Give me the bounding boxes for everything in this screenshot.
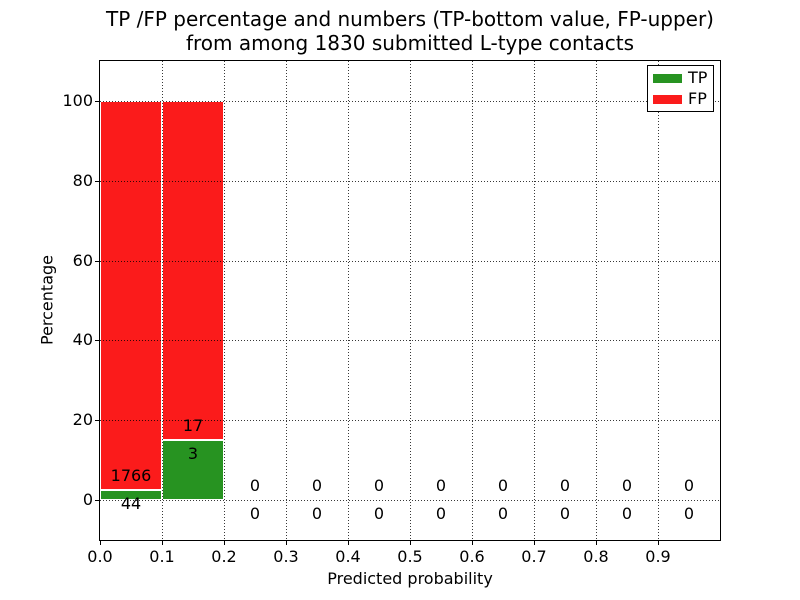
y-tick-mark xyxy=(95,500,100,502)
x-tick-label: 0.8 xyxy=(583,547,609,566)
x-tick-mark xyxy=(472,540,473,545)
grid-line-vertical xyxy=(596,61,597,540)
x-tick-mark xyxy=(286,540,287,545)
tp-count-label: 44 xyxy=(120,494,142,514)
x-axis-label: Predicted probability xyxy=(327,569,493,588)
grid-line-vertical xyxy=(348,61,349,540)
grid-line-vertical xyxy=(472,61,473,540)
x-tick-label: 0.9 xyxy=(645,547,671,566)
fp-count-label: 0 xyxy=(373,476,385,496)
x-tick-label: 0.0 xyxy=(87,547,113,566)
grid-line-vertical xyxy=(534,61,535,540)
y-tick-label: 60 xyxy=(72,250,93,270)
fp-count-label: 0 xyxy=(311,476,323,496)
plot-area: TP FP 0.0 0.1 0.2 0.3 0.4 0.5 0.6 0.7 0.8 0.9 0 20 4… xyxy=(62,60,721,566)
x-tick-mark xyxy=(348,540,349,545)
y-tick-mark xyxy=(95,180,100,182)
x-tick-label: 0.3 xyxy=(273,547,299,566)
tp-count-label: 0 xyxy=(559,504,571,524)
y-tick-label: 40 xyxy=(72,330,93,350)
tp-legend-swatch xyxy=(653,73,682,83)
x-tick-label: 0.7 xyxy=(521,547,547,566)
grid-line-vertical xyxy=(224,61,225,540)
x-tick-label: 0.2 xyxy=(211,547,237,566)
x-tick-mark xyxy=(410,540,411,545)
y-tick-mark xyxy=(95,100,100,102)
y-tick-mark xyxy=(95,420,100,422)
bar-fp-segment xyxy=(162,100,224,441)
fp-legend-label: FP xyxy=(688,89,707,108)
y-tick-label: 80 xyxy=(72,170,93,190)
fp-count-label: 0 xyxy=(249,476,261,496)
fp-count-label: 1766 xyxy=(110,466,152,486)
fp-count-label: 0 xyxy=(683,476,695,496)
x-tick-mark xyxy=(658,540,659,545)
y-tick-mark xyxy=(95,260,100,262)
tp-count-label: 0 xyxy=(497,504,509,524)
x-tick-mark xyxy=(534,540,535,545)
tp-count-label: 0 xyxy=(435,504,447,524)
fp-count-label: 0 xyxy=(497,476,509,496)
chart-title-line2: from among 1830 submitted L-type contact… xyxy=(185,31,635,55)
tp-count-label: 0 xyxy=(373,504,385,524)
tp-count-label: 0 xyxy=(683,504,695,524)
x-tick-label: 0.6 xyxy=(459,547,485,566)
x-tick-mark xyxy=(100,540,101,545)
legend-item-fp: FP xyxy=(653,91,713,107)
bar-fp-segment xyxy=(100,100,162,491)
chart-title: TP /FP percentage and numbers (TP-bottom… xyxy=(100,7,720,55)
x-tick-mark xyxy=(596,540,597,545)
x-tick-label: 0.5 xyxy=(397,547,423,566)
y-tick-label: 20 xyxy=(72,410,93,430)
x-tick-label: 0.4 xyxy=(335,547,361,566)
x-tick-mark xyxy=(162,540,163,545)
fp-legend-swatch xyxy=(653,94,682,104)
y-tick-label: 100 xyxy=(62,90,93,110)
bar-tp-segment xyxy=(100,490,162,501)
fp-count-label: 0 xyxy=(621,476,633,496)
grid-line-horizontal xyxy=(100,500,720,502)
tp-count-label: 0 xyxy=(249,504,261,524)
fp-count-label: 0 xyxy=(435,476,447,496)
bar-tp-segment xyxy=(162,440,224,501)
tp-count-label: 0 xyxy=(621,504,633,524)
grid-line-vertical xyxy=(410,61,411,540)
grid-line-vertical xyxy=(658,61,659,540)
x-tick-label: 0.1 xyxy=(149,547,175,566)
fp-count-label: 0 xyxy=(559,476,571,496)
tp-count-label: 3 xyxy=(187,444,199,464)
tp-count-label: 0 xyxy=(311,504,323,524)
y-tick-label: 0 xyxy=(82,490,93,510)
y-tick-mark xyxy=(95,340,100,342)
fp-count-label: 17 xyxy=(182,416,204,436)
x-tick-mark xyxy=(224,540,225,545)
chart-title-line1: TP /FP percentage and numbers (TP-bottom… xyxy=(106,7,714,31)
grid-line-vertical xyxy=(286,61,287,540)
tp-legend-label: TP xyxy=(688,68,708,87)
legend: TP FP xyxy=(647,65,714,112)
legend-item-tp: TP xyxy=(653,70,713,86)
